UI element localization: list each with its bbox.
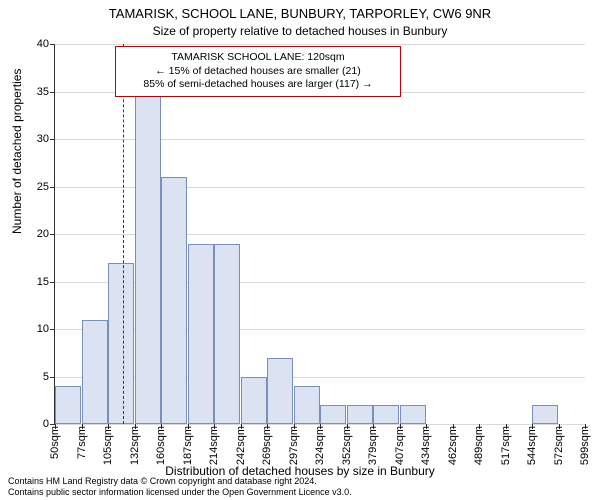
annotation-line: ← 15% of detached houses are smaller (21…: [124, 65, 392, 79]
xtick-label: 544sqm: [526, 426, 538, 465]
ytick-label: 25: [37, 181, 55, 193]
xtick-label: 160sqm: [155, 426, 167, 465]
histogram-bar: [188, 244, 214, 425]
histogram-bar: [320, 405, 346, 424]
plot-area: 051015202530354050sqm77sqm105sqm132sqm16…: [54, 44, 585, 425]
xtick-label: 50sqm: [49, 426, 61, 459]
xtick-label: 379sqm: [367, 426, 379, 465]
xtick-label: 187sqm: [182, 426, 194, 465]
gridline: [55, 44, 585, 45]
xtick-label: 489sqm: [473, 426, 485, 465]
xtick-label: 599sqm: [579, 426, 591, 465]
ytick-label: 20: [37, 228, 55, 240]
xtick-label: 269sqm: [261, 426, 273, 465]
xtick-label: 242sqm: [235, 426, 247, 465]
xtick-label: 572sqm: [553, 426, 565, 465]
footer-attribution: Contains HM Land Registry data © Crown c…: [8, 476, 352, 498]
histogram-bar: [214, 244, 240, 425]
xtick-label: 77sqm: [76, 426, 88, 459]
annotation-box: TAMARISK SCHOOL LANE: 120sqm← 15% of det…: [115, 46, 401, 97]
xtick-label: 462sqm: [447, 426, 459, 465]
xtick-label: 297sqm: [288, 426, 300, 465]
chart-subtitle: Size of property relative to detached ho…: [0, 24, 600, 38]
histogram-bar: [400, 405, 426, 424]
histogram-bar: [108, 263, 134, 425]
footer-line-2: Contains public sector information licen…: [8, 487, 352, 498]
ytick-label: 35: [37, 86, 55, 98]
ytick-label: 15: [37, 276, 55, 288]
ytick-label: 30: [37, 133, 55, 145]
annotation-line: 85% of semi-detached houses are larger (…: [124, 78, 392, 92]
xtick-label: 324sqm: [314, 426, 326, 465]
histogram-bar: [161, 177, 187, 424]
chart-title: TAMARISK, SCHOOL LANE, BUNBURY, TARPORLE…: [0, 6, 600, 21]
xtick-label: 352sqm: [341, 426, 353, 465]
histogram-bar: [373, 405, 399, 424]
chart-container: TAMARISK, SCHOOL LANE, BUNBURY, TARPORLE…: [0, 0, 600, 500]
ytick-label: 10: [37, 323, 55, 335]
footer-line-1: Contains HM Land Registry data © Crown c…: [8, 476, 352, 487]
marker-line: [123, 44, 124, 424]
xtick-label: 407sqm: [394, 426, 406, 465]
xtick-label: 434sqm: [420, 426, 432, 465]
xtick-label: 105sqm: [102, 426, 114, 465]
histogram-bar: [532, 405, 558, 424]
histogram-bar: [294, 386, 320, 424]
y-axis-label: Number of detached properties: [10, 69, 24, 234]
ytick-label: 40: [37, 38, 55, 50]
xtick-label: 132sqm: [129, 426, 141, 465]
annotation-line: TAMARISK SCHOOL LANE: 120sqm: [124, 51, 392, 65]
xtick-label: 214sqm: [208, 426, 220, 465]
ytick-label: 5: [43, 371, 55, 383]
histogram-bar: [267, 358, 293, 425]
histogram-bar: [135, 92, 161, 425]
xtick-label: 517sqm: [500, 426, 512, 465]
histogram-bar: [82, 320, 108, 425]
histogram-bar: [347, 405, 373, 424]
histogram-bar: [55, 386, 81, 424]
histogram-bar: [241, 377, 267, 425]
